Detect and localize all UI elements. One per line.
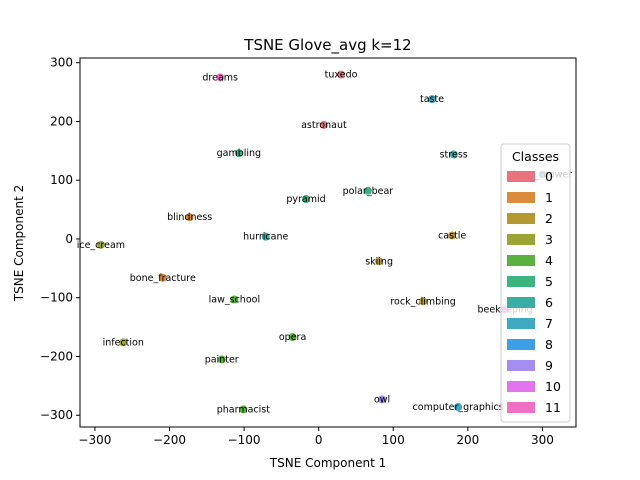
legend-swatch: [507, 234, 535, 245]
point-label: stress: [440, 149, 468, 160]
y-tick-label: −300: [40, 408, 73, 422]
data-point-taste: [428, 95, 437, 104]
legend-label: 9: [545, 358, 553, 373]
axis-ticks: −300 −200 −100 0 100 200 300−300−200−100010020…: [40, 56, 554, 447]
y-tick-label: 200: [50, 114, 73, 128]
point-label: gambling: [217, 148, 261, 159]
plot-area: dreams tuxedo taste astronaut gambling stress…: [77, 69, 573, 415]
x-tick-label: −100: [228, 433, 261, 447]
data-point-tuxedo: [337, 70, 346, 79]
point-label: rock_climbing: [390, 296, 455, 307]
data-point-bone_fracture: [158, 273, 167, 282]
data-point-rock_climbing: [419, 297, 428, 306]
data-point-skiing: [375, 257, 384, 266]
legend-swatch: [507, 171, 535, 182]
legend-label: 3: [545, 232, 553, 247]
legend-swatch: [507, 276, 535, 287]
point-label: dreams: [202, 72, 238, 83]
data-point-dreams: [216, 73, 225, 82]
x-tick-label: −300: [78, 433, 111, 447]
point-label: astronaut: [301, 120, 347, 131]
x-tick-label: 300: [531, 433, 554, 447]
legend-label: 7: [545, 316, 553, 331]
x-tick-label: 100: [382, 433, 405, 447]
data-point-law_school: [230, 295, 239, 304]
x-tick-label: 200: [456, 433, 479, 447]
legend-label: 5: [545, 274, 553, 289]
y-tick-label: 0: [65, 232, 73, 246]
y-axis-label: TSNE Component 2: [12, 185, 26, 302]
legend-swatch: [507, 339, 535, 350]
data-point-pyramid: [301, 195, 310, 204]
point-label: law_school: [209, 294, 260, 305]
legend: Classes 0 1 2 3 4 5 6 7 8 9 10 11: [500, 143, 571, 423]
data-point-astronaut: [319, 120, 328, 129]
legend-swatch: [507, 255, 535, 266]
point-label: castle: [438, 230, 466, 241]
data-point-painter: [217, 355, 226, 364]
legend-swatch: [507, 402, 535, 413]
data-point-pharmacist: [239, 405, 248, 414]
y-tick-label: −100: [40, 291, 73, 305]
axes-frame: [79, 57, 577, 428]
point-label: ice_cream: [77, 240, 125, 251]
x-tick-label: 0: [315, 433, 323, 447]
legend-swatch: [507, 360, 535, 371]
point-label: skiing: [365, 256, 393, 267]
legend-label: 0: [545, 169, 553, 184]
point-label: owl: [374, 394, 390, 405]
data-point-gambling: [234, 149, 243, 158]
data-point-ice_cream: [96, 240, 105, 249]
y-tick-label: 300: [50, 56, 73, 70]
point-label: polar_bear: [343, 186, 394, 197]
data-point-castle: [448, 231, 457, 240]
legend-label: 10: [545, 379, 561, 394]
point-label: blindness: [167, 212, 212, 223]
legend-swatch: [507, 381, 535, 392]
point-label: taste: [420, 94, 444, 105]
legend-title: Classes: [512, 149, 559, 164]
data-point-stress: [449, 150, 458, 159]
legend-label: 4: [545, 253, 553, 268]
point-label: opera: [279, 332, 306, 343]
point-label: pyramid: [286, 194, 325, 205]
data-point-owl: [378, 395, 387, 404]
legend-label: 6: [545, 295, 553, 310]
point-label: bone_fracture: [130, 273, 196, 284]
legend-swatch: [507, 297, 535, 308]
y-tick-label: 100: [50, 173, 73, 187]
data-point-hurricane: [261, 232, 270, 241]
x-tick-label: −200: [153, 433, 186, 447]
legend-swatch: [507, 192, 535, 203]
point-label: painter: [205, 354, 239, 365]
chart-title: TSNE Glove_avg k=12: [243, 36, 411, 55]
point-label: hurricane: [243, 232, 288, 243]
data-point-opera: [288, 333, 297, 342]
data-point-blindness: [185, 213, 194, 222]
data-point-polar_bear: [363, 186, 372, 195]
legend-swatch: [507, 213, 535, 224]
legend-label: 11: [545, 400, 561, 415]
point-label: computer_graphics: [413, 402, 504, 413]
legend-label: 2: [545, 211, 553, 226]
point-label: tuxedo: [325, 69, 358, 80]
y-tick-label: −200: [40, 349, 73, 363]
legend-label: 1: [545, 190, 553, 205]
point-label: infection: [103, 337, 144, 348]
legend-label: 8: [545, 337, 553, 352]
data-point-computer_graphics: [454, 403, 463, 412]
point-label: pharmacist: [217, 404, 270, 415]
data-point-infection: [119, 338, 128, 347]
legend-swatch: [507, 318, 535, 329]
x-axis-label: TSNE Component 1: [269, 456, 386, 470]
